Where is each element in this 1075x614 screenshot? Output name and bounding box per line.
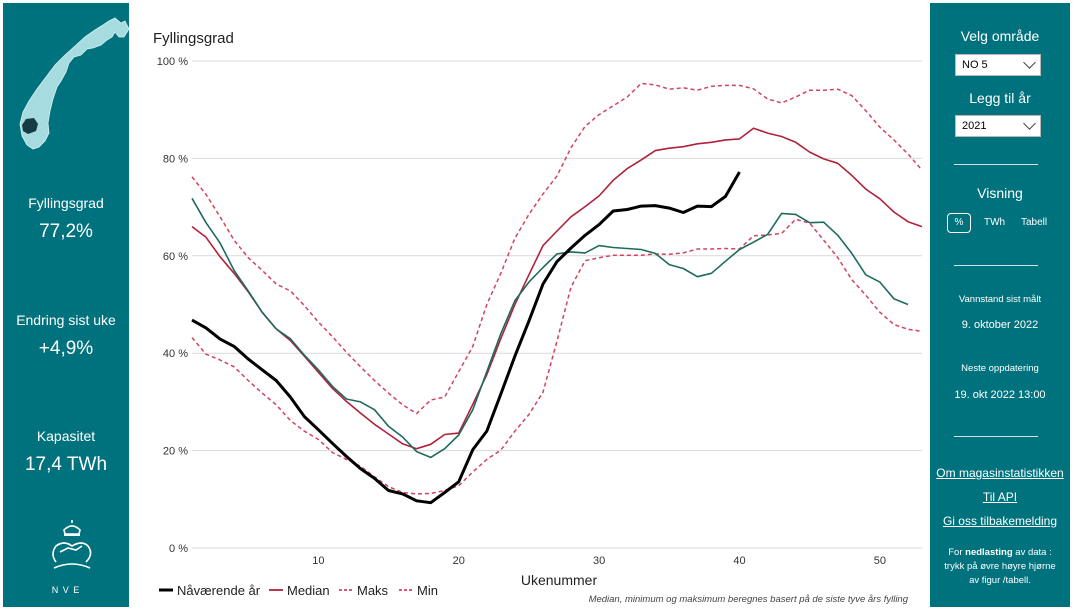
chevron-down-icon xyxy=(1023,56,1036,69)
view-percent-label: % xyxy=(954,217,964,228)
right-panel: Velg område NO 5 Legg til år 2021 Visnin… xyxy=(930,3,1070,607)
nve-logo-text: N V E xyxy=(51,585,81,595)
series-line-median xyxy=(191,127,923,450)
series-line-2021 xyxy=(191,197,909,459)
reservoir-chart: 0 % 20 % 40 % 60 % 80 % 100 % 10 20 30 40 50 Fyll… xyxy=(153,30,923,605)
left-panel: Fyllingsgrad 77,2% Endring sist uke +4,9… xyxy=(3,3,130,607)
year-select-value: 2021 xyxy=(962,120,987,132)
year-select[interactable]: 2021 xyxy=(955,115,1041,137)
area-select[interactable]: NO 5 xyxy=(955,54,1041,76)
series-line-n-v-rende-r xyxy=(191,171,741,505)
legend-label: Median xyxy=(287,583,330,598)
weekly-change-label: Endring sist uke xyxy=(16,312,116,328)
y-tick-label: 0 % xyxy=(169,543,188,555)
x-tick-label: 20 xyxy=(453,555,465,567)
capacity-label: Kapasitet xyxy=(36,428,96,444)
divider xyxy=(954,265,1038,266)
divider xyxy=(954,436,1038,437)
area-select-value: NO 5 xyxy=(962,59,988,71)
weekly-change-value: +4,9% xyxy=(38,338,94,359)
nve-crest-icon xyxy=(52,520,92,569)
about-statistics-link[interactable]: Om magasinstatistikken xyxy=(936,466,1064,480)
fill-level-value: 77,2% xyxy=(39,221,93,242)
y-tick-label: 60 % xyxy=(163,251,188,263)
chart-footnote: Median, minimum og maksimum beregnes bas… xyxy=(589,594,909,605)
y-tick-label: 20 % xyxy=(163,446,188,458)
view-table-toggle[interactable]: Tabell xyxy=(1021,217,1048,228)
series-line-min xyxy=(191,218,923,495)
next-update-value: 19. okt 2022 13:00 xyxy=(954,389,1046,401)
view-label: Visning xyxy=(977,185,1023,201)
x-tick-label: 40 xyxy=(733,555,745,567)
measured-value: 9. oktober 2022 xyxy=(961,319,1039,331)
fill-level-label: Fyllingsgrad xyxy=(28,195,104,211)
series-line-maks xyxy=(191,82,923,415)
x-tick-label: 50 xyxy=(874,555,886,567)
divider xyxy=(954,164,1038,165)
legend-label: Nåværende år xyxy=(177,583,261,598)
view-twh-toggle[interactable]: TWh xyxy=(984,217,1006,228)
y-tick-labels: 0 % 20 % 40 % 60 % 80 % 100 % xyxy=(157,56,188,555)
y-tick-label: 100 % xyxy=(157,56,188,68)
legend-label: Min xyxy=(417,583,438,598)
chevron-down-icon xyxy=(1023,117,1036,130)
chart-grid xyxy=(192,60,922,549)
y-tick-label: 40 % xyxy=(163,348,188,360)
x-tick-label: 30 xyxy=(593,555,605,567)
norway-map-icon xyxy=(19,17,130,150)
view-percent-toggle[interactable]: % xyxy=(947,213,971,233)
chart-title: Fyllingsgrad xyxy=(153,30,234,47)
next-update-label: Neste oppdatering xyxy=(961,363,1039,374)
capacity-value: 17,4 TWh xyxy=(24,454,108,475)
chart-legend: Nåværende år Median Maks Min xyxy=(159,583,438,598)
measured-label: Vannstand sist målt xyxy=(958,294,1042,305)
legend-label: Maks xyxy=(357,583,389,598)
x-axis-label: Ukenummer xyxy=(521,572,598,588)
api-link[interactable]: Til API xyxy=(982,490,1018,504)
x-tick-labels: 10 20 30 40 50 xyxy=(312,555,886,567)
series-lines xyxy=(191,82,923,505)
year-select-label: Legg til år xyxy=(969,90,1031,106)
feedback-link[interactable]: Gi oss tilbakemelding xyxy=(942,514,1058,528)
download-note: For nedlasting av data : trykk på øvre h… xyxy=(944,547,1056,586)
x-tick-label: 10 xyxy=(312,555,324,567)
y-tick-label: 80 % xyxy=(163,153,188,165)
area-select-label: Velg område xyxy=(960,28,1040,44)
